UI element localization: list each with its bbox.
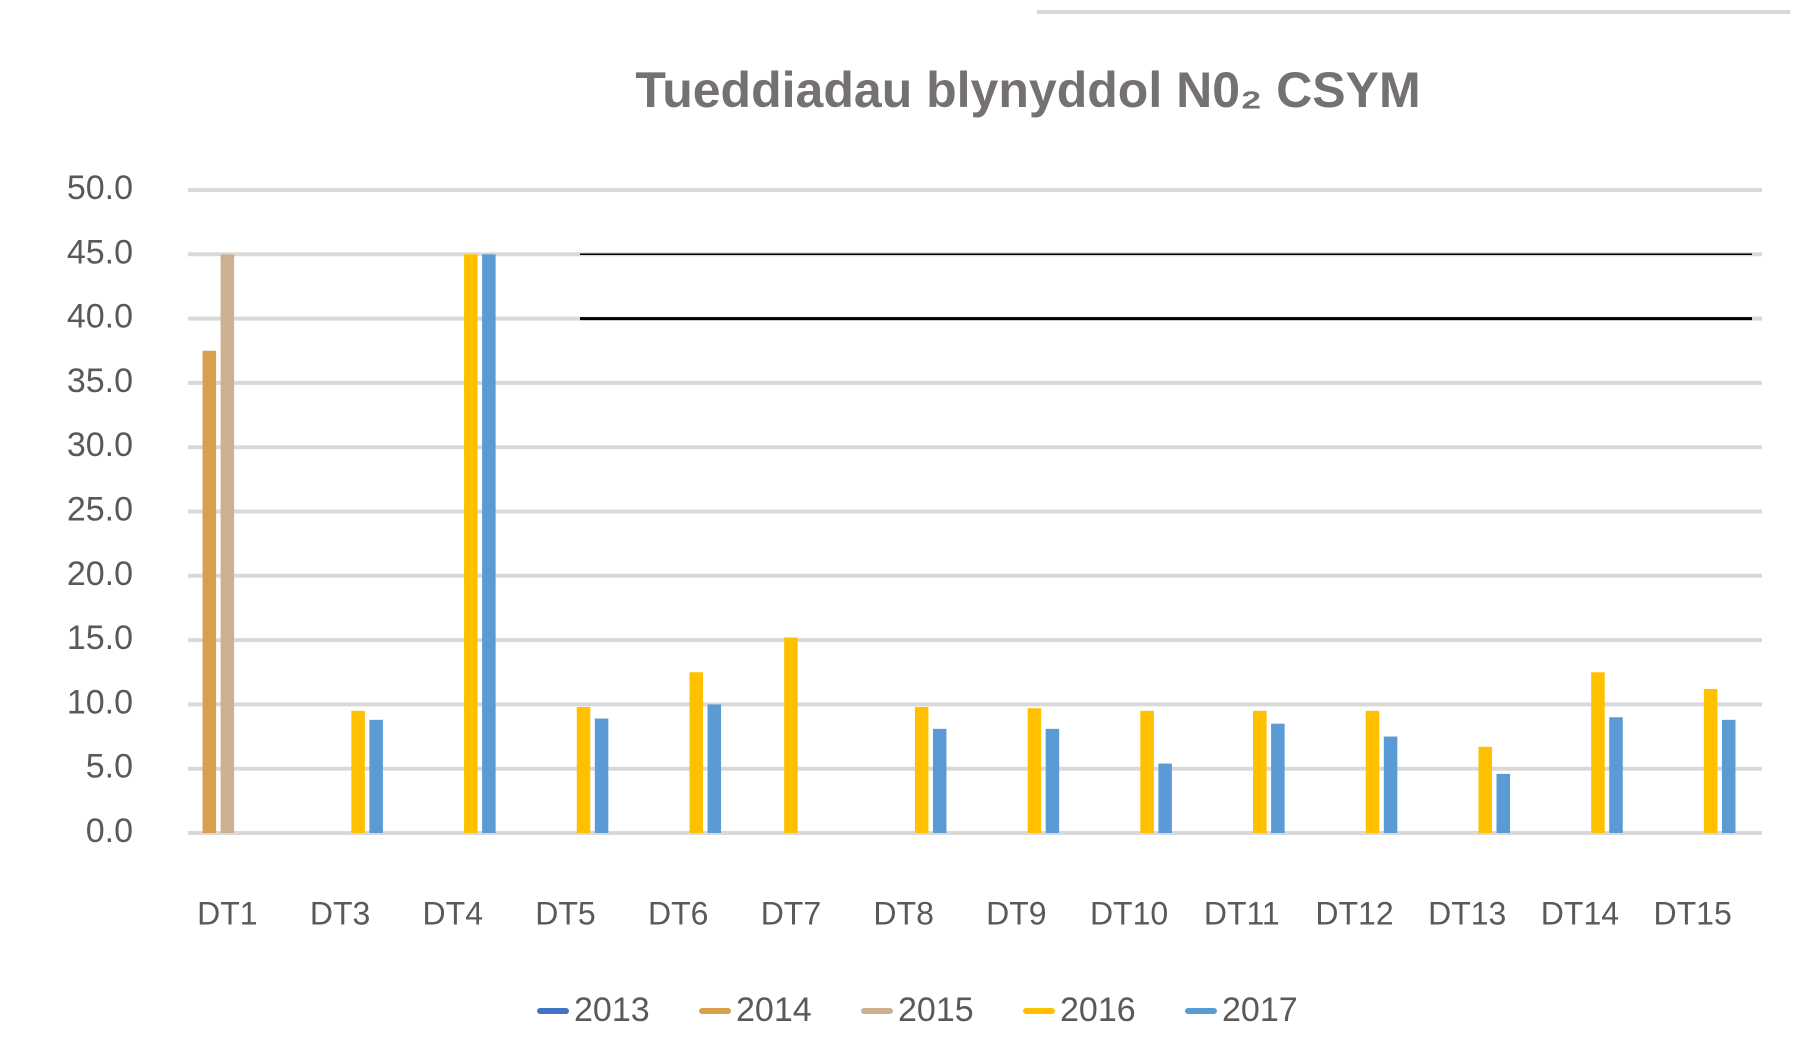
bar (1365, 710, 1380, 833)
bar (1721, 719, 1736, 833)
y-tick-label: 15.0 (67, 619, 133, 657)
bar (464, 254, 478, 834)
bar (1703, 688, 1718, 833)
bar (1140, 710, 1154, 833)
bar (1496, 773, 1511, 833)
bar (1027, 708, 1042, 833)
x-tick-label: DT11 (1204, 895, 1280, 931)
x-tick-label: DT10 (1090, 895, 1168, 931)
bar (689, 672, 704, 833)
bar (576, 706, 591, 833)
bar (1478, 746, 1493, 833)
y-tick-label: 5.0 (86, 748, 133, 786)
bar (202, 350, 217, 833)
x-tick-label: DT4 (423, 895, 483, 931)
x-tick-label: DT13 (1428, 895, 1506, 931)
bar (594, 718, 609, 833)
y-tick-label: 25.0 (67, 490, 133, 528)
y-tick-label: 40.0 (67, 298, 133, 336)
legend-label: 2016 (1060, 991, 1136, 1029)
x-tick-label: DT7 (761, 895, 821, 931)
x-tick-label: DT1 (197, 895, 257, 931)
x-tick-label: DT15 (1654, 895, 1732, 931)
bar (351, 710, 365, 833)
bar (369, 719, 383, 833)
bar (1383, 736, 1398, 833)
y-tick-label: 35.0 (67, 362, 133, 400)
x-tick-label: DT8 (873, 895, 933, 931)
bar (1045, 728, 1060, 833)
y-tick-label: 45.0 (67, 233, 133, 271)
legend-label: 2015 (898, 991, 974, 1029)
bar (1158, 763, 1172, 833)
bar (914, 706, 929, 833)
x-tick-label: DT5 (535, 895, 595, 931)
bar (220, 254, 235, 834)
legend-label: 2017 (1222, 991, 1298, 1029)
bar (932, 728, 947, 833)
y-tick-label: 50.0 (67, 169, 133, 207)
y-tick-label: 0.0 (86, 812, 133, 850)
bar (1253, 710, 1267, 833)
bar (482, 254, 496, 834)
x-tick-label: DT6 (648, 895, 708, 931)
bar (707, 704, 722, 833)
x-tick-label: DT12 (1315, 895, 1393, 931)
x-tick-label: DT3 (310, 895, 370, 931)
bar (1271, 723, 1285, 833)
bar (1609, 717, 1623, 833)
bar (784, 637, 798, 833)
x-tick-label: DT9 (986, 895, 1046, 931)
legend-label: 2013 (574, 991, 650, 1029)
chart-title: Tueddiadau blynyddol N0₂ CSYM (635, 62, 1420, 118)
legend-label: 2014 (736, 991, 812, 1029)
bar (1591, 672, 1605, 833)
y-tick-label: 30.0 (67, 426, 133, 464)
x-tick-label: DT14 (1541, 895, 1619, 931)
y-tick-label: 20.0 (67, 555, 133, 593)
y-tick-label: 10.0 (67, 683, 133, 721)
